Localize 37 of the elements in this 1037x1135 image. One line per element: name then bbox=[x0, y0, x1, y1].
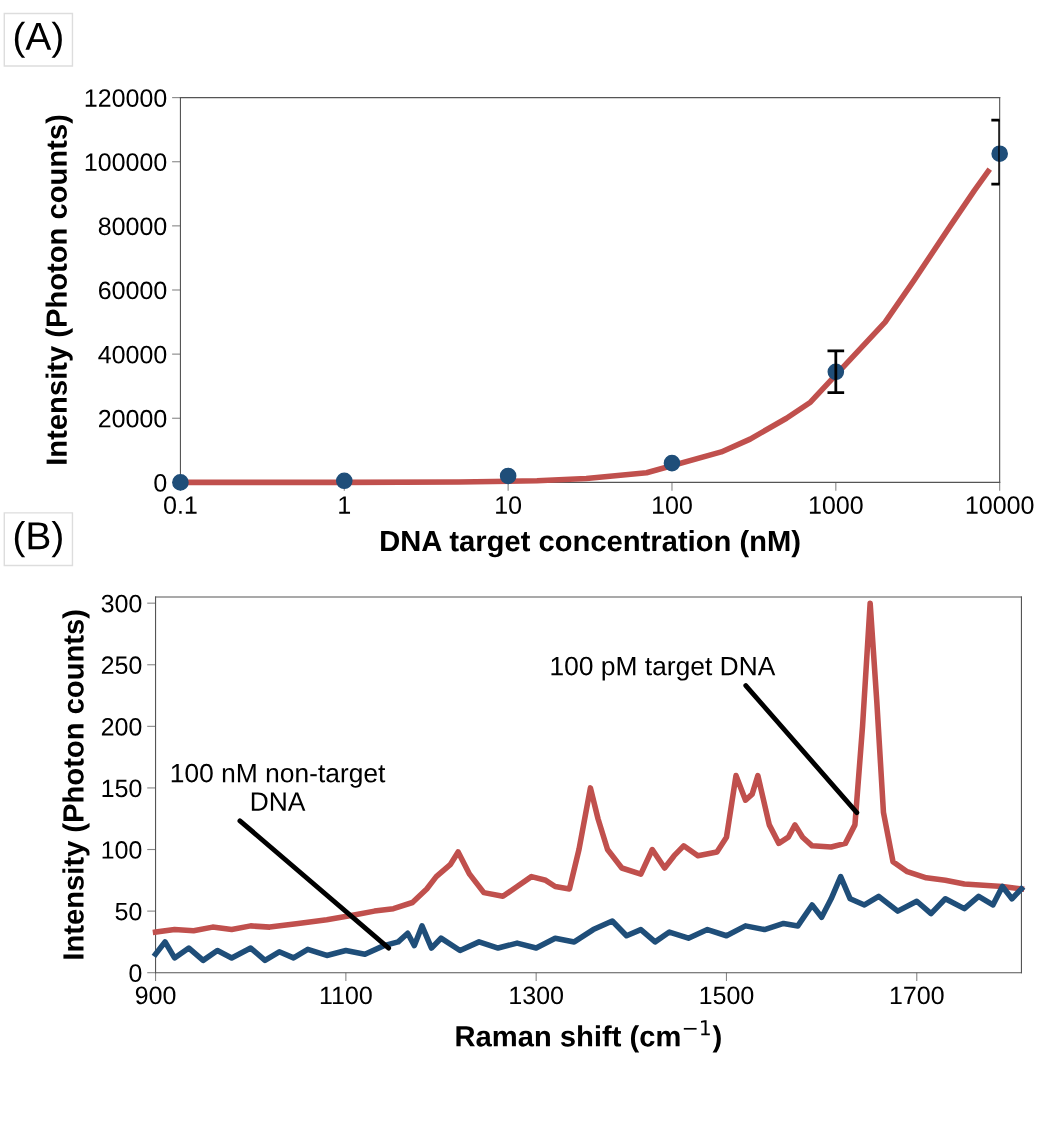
y-tick-label: 20000 bbox=[98, 409, 167, 428]
point bbox=[335, 472, 353, 490]
y-tick-label: 300 bbox=[101, 594, 142, 613]
x-axis-title: Raman shift (cm$^{−1}$) bbox=[456, 1020, 721, 1053]
chart-title: (B) bbox=[14, 521, 62, 558]
y-axis-title: Intensity (Photon counts) bbox=[62, 610, 90, 959]
y-axis-title: Intensity (Photon counts) bbox=[45, 115, 73, 464]
x-tick-label: 1100 bbox=[320, 986, 372, 1005]
y-tick-label: 200 bbox=[101, 717, 142, 736]
chart-title: (A) bbox=[14, 21, 62, 58]
y-tick-label: 60000 bbox=[99, 281, 167, 300]
x-tick-label: 100 bbox=[653, 496, 692, 514]
y-tick-label: 0 bbox=[154, 473, 167, 492]
y-tick-label: 100 bbox=[102, 841, 142, 859]
point bbox=[172, 474, 189, 491]
y-tick-label: 250 bbox=[101, 656, 142, 675]
y-tick-label: 80000 bbox=[98, 217, 167, 236]
y-tick-label: 50 bbox=[115, 902, 142, 921]
point bbox=[663, 454, 681, 472]
x-tick-label: 0.1 bbox=[164, 496, 197, 514]
x-tick-label: 1300 bbox=[510, 986, 563, 1005]
x-tick-label: 1000 bbox=[809, 496, 863, 514]
x-tick-label: 10000 bbox=[966, 496, 1034, 514]
y-tick-label: 150 bbox=[102, 779, 142, 798]
y-tick-label: 40000 bbox=[98, 345, 167, 364]
annotation: 100 pM target DNA bbox=[551, 656, 776, 681]
x-tick-label: 1700 bbox=[890, 986, 944, 1005]
x-tick-label: 10 bbox=[496, 496, 522, 514]
x-tick-label: 1500 bbox=[700, 986, 754, 1005]
annotation: 100 nM non-target DNA bbox=[171, 763, 386, 811]
y-tick-label: 0 bbox=[129, 964, 142, 982]
x-tick-label: 1 bbox=[339, 496, 351, 514]
point bbox=[499, 467, 517, 485]
x-tick-label: 900 bbox=[135, 986, 176, 1005]
y-tick-label: 100000 bbox=[85, 153, 167, 172]
x-axis-title: DNA target concentration (nM) bbox=[381, 529, 800, 558]
y-tick-label: 120000 bbox=[85, 89, 167, 107]
